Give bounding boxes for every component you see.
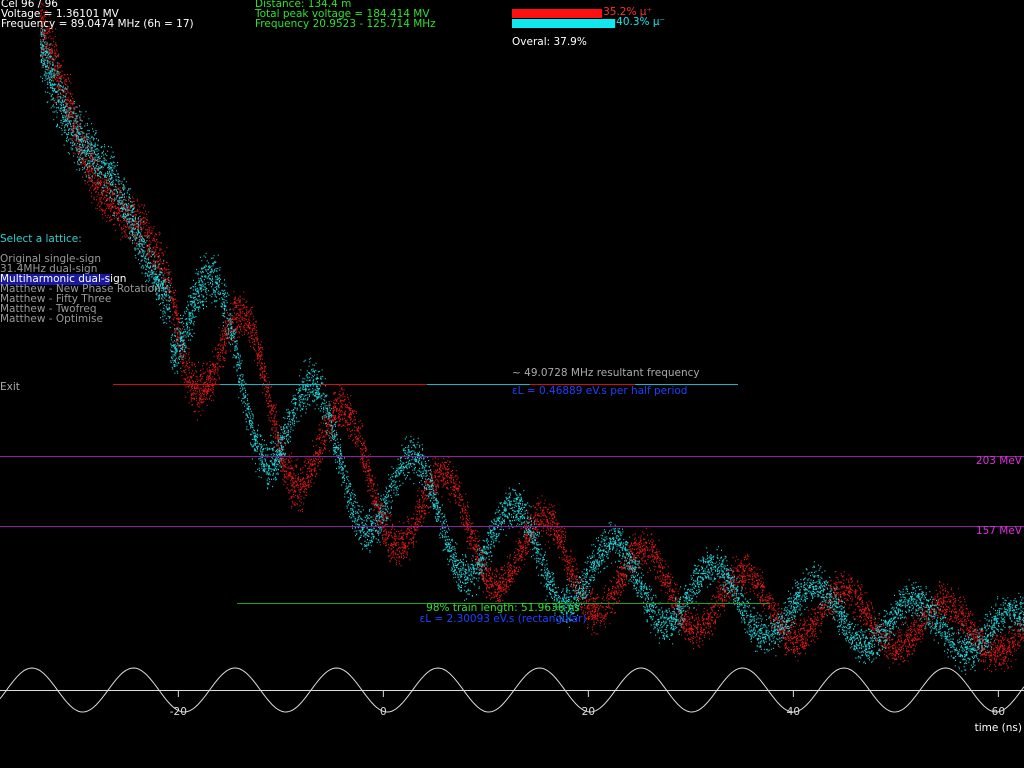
energy-label: 203 MeV [976, 455, 1023, 467]
emittance-half: εL = 0.46889 eV.s per half period [512, 385, 687, 397]
axis-label: time (ns) [975, 722, 1022, 734]
tick-label: -20 [170, 706, 187, 718]
menu-option[interactable]: Matthew - Fifty Three [0, 293, 111, 305]
menu-highlight [0, 274, 110, 285]
menu-option[interactable]: Matthew - Optimise [0, 313, 103, 325]
menu-option[interactable]: 31.4MHz dual-sign [0, 263, 97, 275]
frequency-label: Frequency = 89.0474 MHz (6h = 17) [1, 18, 194, 30]
menu-heading: Select a lattice: [0, 233, 82, 245]
emittance-rect: εL = 2.30093 eV.s (rectangular) [420, 613, 587, 625]
tick-label: 60 [992, 706, 1005, 718]
transmission-label: 35.2% μ⁺ [603, 6, 652, 18]
tick-label: 40 [787, 706, 800, 718]
exit-button[interactable]: Exit [0, 381, 20, 393]
train-length-label: 98% train length: 51.9636 ns [426, 602, 580, 614]
frequency-range-label: Frequency 20.9523 - 125.714 MHz [255, 18, 436, 30]
rf-waveform [0, 667, 1024, 713]
cell-label: Cel 96 / 96 [1, 0, 58, 10]
transmission-bars: 35.2% μ⁺40.3% μ⁻ [512, 6, 665, 28]
menu-option[interactable]: Matthew - New Phase Rotation [0, 283, 161, 295]
menu-option[interactable]: Matthew - Twofreq [0, 303, 97, 315]
menu-option[interactable]: Multiharmonic dual-sign [0, 273, 126, 285]
time-axis: -20 0 20 40 60 [170, 690, 1005, 718]
tick-label: 20 [582, 706, 595, 718]
distance-label: Distance: 134.4 m [255, 0, 351, 10]
resultant-frequency: ~ 49.0728 MHz resultant frequency [512, 367, 700, 379]
menu-option[interactable]: Original single-sign [0, 253, 101, 265]
transmission-bar [512, 19, 616, 28]
tick-label: 0 [380, 706, 387, 718]
transmission-bar [512, 9, 603, 18]
transmission-label: 40.3% μ⁻ [616, 16, 665, 28]
total-voltage-label: Total peak voltage = 184.414 MV [254, 8, 430, 20]
voltage-label: Voltage = 1.36101 MV [1, 8, 120, 20]
energy-label: 157 MeV [976, 525, 1023, 537]
overall-label: Overal: 37.9% [512, 36, 587, 48]
